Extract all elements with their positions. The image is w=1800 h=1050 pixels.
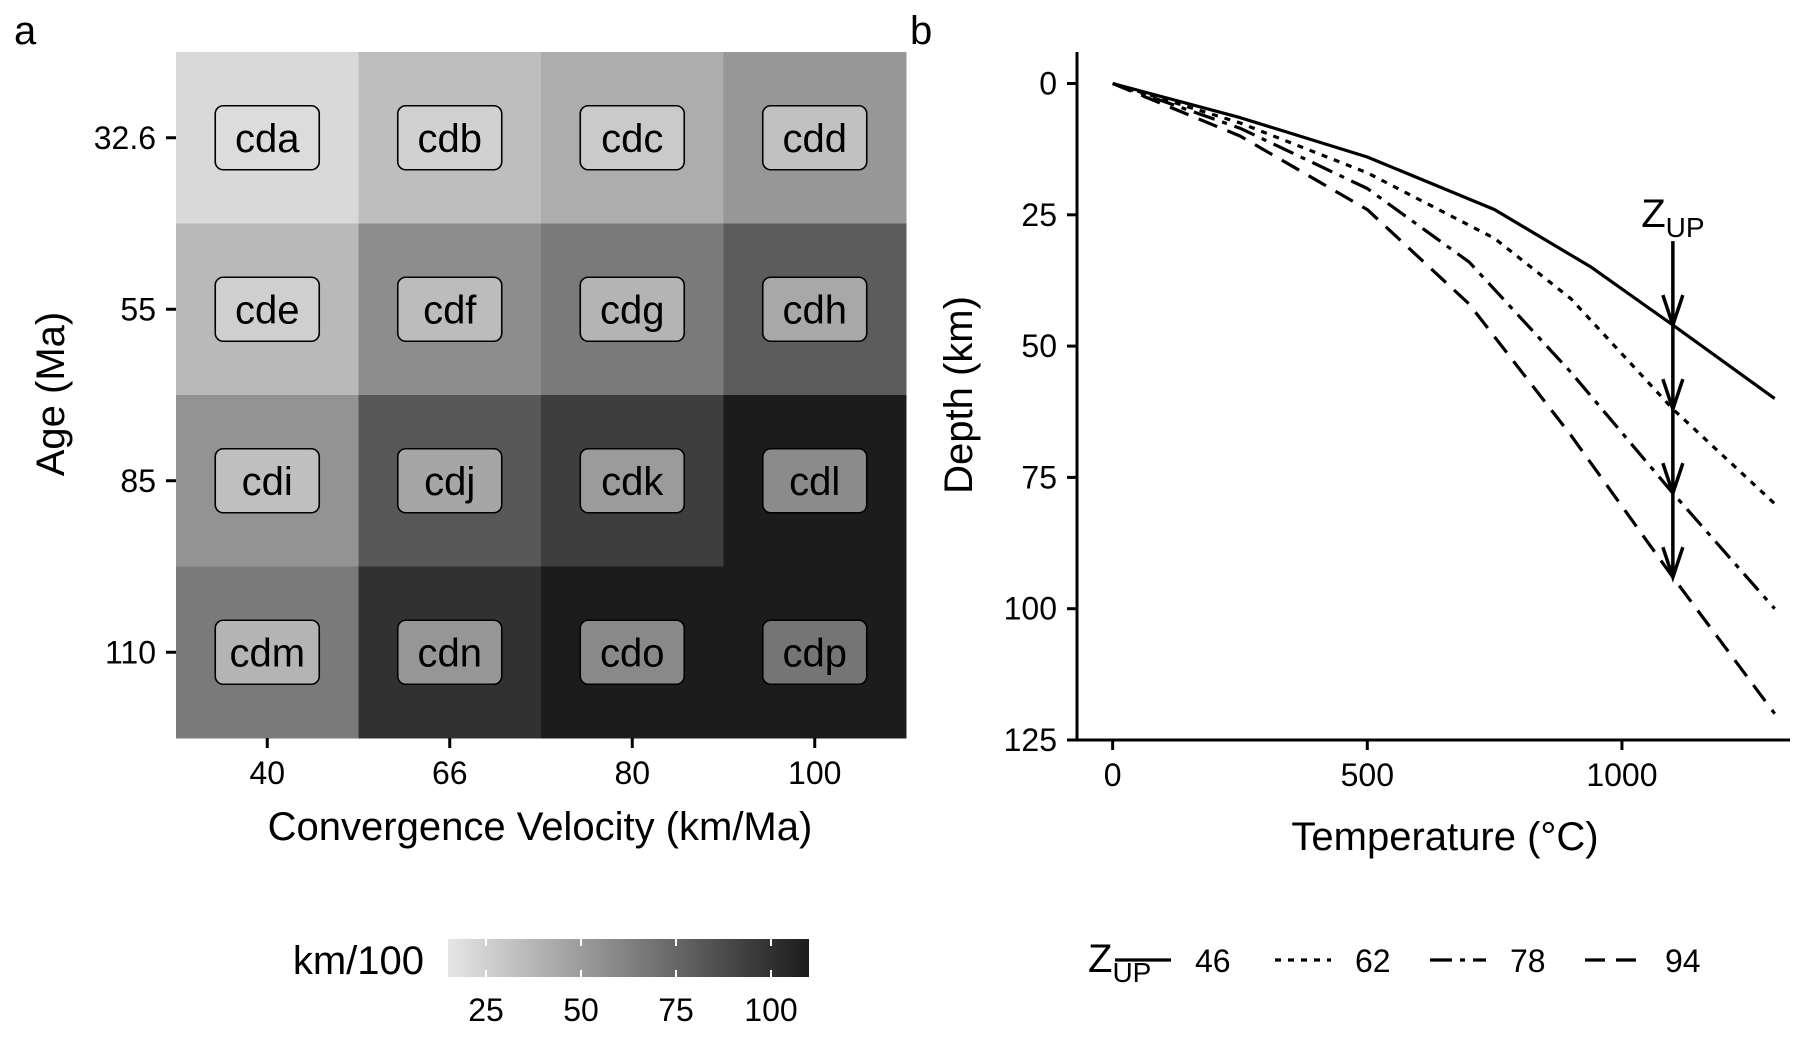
panel-b-label: b — [910, 9, 932, 53]
zup-arrowhead — [1661, 546, 1685, 583]
line-series-78 — [1112, 81, 1776, 610]
heatmap-cell-label-box — [579, 104, 686, 171]
colorbar-tick-label: 50 — [563, 992, 599, 1028]
line-legend-title: ZUP — [1088, 937, 1151, 988]
colorbar-tick-label: 25 — [468, 992, 504, 1028]
colorbar-ticks: 25 50 75 100 — [468, 939, 798, 1028]
colorbar-tick-label: 100 — [744, 992, 797, 1028]
colorbar-legend: km/100 25 50 75 100 — [293, 939, 809, 1028]
zup-arrowhead — [1661, 294, 1685, 331]
heatmap-y-axis: 32.6 55 85 110 — [94, 120, 176, 670]
heatmap-cell-label: cdg — [600, 288, 665, 332]
line-legend-label: 78 — [1510, 943, 1546, 979]
line-y-axis-title: Depth (km) — [937, 296, 981, 494]
panel-b: b 0 25 50 75 100 125 0 500 1000 ZUP Temperature… — [910, 9, 1790, 988]
zup-annotation-label: ZUP — [1641, 192, 1704, 243]
heatmap-cell-label-box — [214, 619, 321, 686]
zup-arrowhead — [1661, 462, 1685, 499]
heatmap-cell-label-box — [214, 447, 321, 514]
heatmap-cell-label-box — [214, 104, 321, 171]
heatmap-y-tick-label: 32.6 — [94, 120, 156, 156]
heatmap-cell-label: cdo — [600, 631, 665, 675]
line-y-tick-label: 50 — [1021, 328, 1057, 364]
heatmap-cell-label: cdp — [783, 631, 848, 675]
heatmap-cell-label: cdm — [229, 631, 305, 675]
line-legend: ZUP 46 62 78 94 — [1088, 937, 1701, 988]
heatmap-cell-label-box — [761, 619, 868, 686]
line-y-tick-label: 100 — [1004, 591, 1057, 627]
line-y-axis: 0 25 50 75 100 125 — [1004, 66, 1077, 758]
heatmap-cell-label: cdl — [789, 460, 840, 504]
panel-a-label: a — [14, 9, 37, 53]
heatmap-cell-label-box — [579, 276, 686, 343]
heatmap-cell-label: cdc — [601, 117, 663, 161]
line-x-axis: 0 500 1000 — [1104, 740, 1658, 793]
heatmap-cell-label: cdn — [418, 631, 483, 675]
zup-arrowhead — [1661, 378, 1685, 415]
zup-annotation: ZUP — [1641, 192, 1705, 583]
heatmap-cell-label: cdi — [242, 460, 293, 504]
heatmap-cell-label-box — [396, 619, 503, 686]
heatmap-cell-label-box — [761, 447, 868, 514]
line-y-tick-label: 25 — [1021, 197, 1057, 233]
line-y-tick-label: 75 — [1021, 459, 1057, 495]
line-series-94 — [1112, 82, 1776, 715]
line-legend-items: 46 62 78 94 — [1115, 943, 1701, 979]
heatmap-cell-label: cdk — [601, 460, 664, 504]
heatmap-cell-labels: cda cdb cdc cdd cde cdf cdg cdh cdi cdj cdk cdl cdm c… — [214, 104, 868, 686]
line-y-tick-label: 0 — [1039, 66, 1057, 102]
heatmap-x-tick-label: 66 — [432, 755, 468, 791]
heatmap-y-tick-label: 110 — [105, 634, 156, 670]
heatmap-x-tick-label: 100 — [788, 755, 841, 791]
colorbar-title: km/100 — [293, 939, 424, 983]
heatmap-y-tick-label: 85 — [120, 463, 156, 499]
line-y-tick-label: 125 — [1004, 722, 1057, 758]
heatmap-cell-label: cdj — [424, 460, 475, 504]
heatmap-cell-label-box — [579, 619, 686, 686]
heatmap-cell-label-box — [761, 104, 868, 171]
colorbar-tick-label: 75 — [658, 992, 694, 1028]
heatmap-cell-label: cde — [235, 288, 300, 332]
colorbar-gradient — [448, 939, 809, 977]
line-legend-label: 94 — [1665, 943, 1701, 979]
line-x-axis-title: Temperature (°C) — [1291, 815, 1598, 859]
heatmap-cell-label-box — [761, 276, 868, 343]
heatmap-cell-label: cda — [235, 117, 300, 161]
heatmap-x-tick-label: 40 — [249, 755, 285, 791]
line-x-tick-label: 1000 — [1586, 757, 1657, 793]
heatmap-y-tick-label: 55 — [120, 291, 156, 327]
heatmap-cell-label-box — [214, 276, 321, 343]
heatmap-cell-label: cdb — [418, 117, 483, 161]
heatmap-cell-label-box — [396, 104, 503, 171]
heatmap-x-tick-label: 80 — [614, 755, 650, 791]
line-legend-label: 46 — [1195, 943, 1231, 979]
heatmap-cell-label-box — [579, 447, 686, 514]
heatmap-x-axis-title: Convergence Velocity (km/Ma) — [268, 805, 813, 849]
heatmap-cells — [176, 52, 907, 739]
line-legend-label: 62 — [1355, 943, 1391, 979]
heatmap-cell-label: cdd — [783, 117, 848, 161]
heatmap-cell-label: cdf — [423, 288, 477, 332]
heatmap-x-axis: 40 66 80 100 — [249, 738, 841, 791]
line-series-62 — [1112, 81, 1776, 505]
line-x-tick-label: 0 — [1104, 757, 1122, 793]
heatmap-cell-label: cdh — [783, 288, 848, 332]
heatmap-cell-label-box — [396, 447, 503, 514]
line-x-tick-label: 500 — [1341, 757, 1394, 793]
heatmap-cell-label-box — [396, 276, 503, 343]
heatmap-y-axis-title: Age (Ma) — [29, 312, 73, 477]
